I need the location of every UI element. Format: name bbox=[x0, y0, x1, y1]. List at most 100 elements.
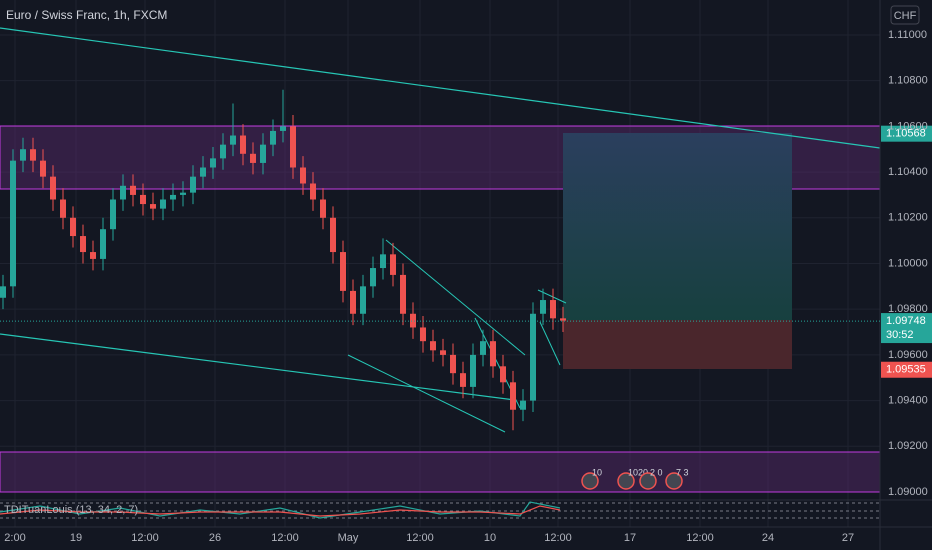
candle-body bbox=[430, 341, 436, 351]
price-tag bbox=[881, 361, 932, 378]
candle-body bbox=[490, 341, 496, 367]
x-tick-label: 12:00 bbox=[271, 532, 299, 544]
candle-body bbox=[40, 160, 46, 177]
y-tick-label: 1.10200 bbox=[888, 212, 928, 224]
candle-body bbox=[220, 144, 226, 159]
candle-body bbox=[450, 354, 456, 374]
candle-body bbox=[240, 135, 246, 154]
event-icon bbox=[639, 472, 657, 490]
candle-body bbox=[160, 199, 166, 209]
candle-body bbox=[340, 252, 346, 291]
x-tick-label: 2:00 bbox=[4, 532, 25, 544]
candle-body bbox=[170, 194, 176, 200]
candle-body bbox=[320, 199, 326, 218]
candle-body bbox=[270, 130, 276, 145]
candle-body bbox=[260, 144, 266, 163]
y-tick-label: 1.09800 bbox=[888, 303, 928, 315]
candle-body bbox=[70, 217, 76, 237]
x-tick-label: 12:00 bbox=[686, 532, 714, 544]
wedge-line bbox=[385, 239, 526, 356]
candle-body bbox=[0, 286, 6, 298]
wedge-line bbox=[347, 354, 506, 433]
x-tick-label: 10 bbox=[484, 532, 496, 544]
candle-body bbox=[80, 236, 86, 253]
candle-body bbox=[330, 217, 336, 253]
candle-body bbox=[510, 382, 516, 410]
y-tick-label: 1.11000 bbox=[888, 29, 927, 41]
event-icon bbox=[581, 472, 599, 490]
trend-line bbox=[0, 333, 516, 401]
price-tag bbox=[881, 125, 932, 142]
y-tick-label: 1.09000 bbox=[888, 486, 928, 498]
candle-body bbox=[120, 185, 126, 200]
candle-body bbox=[90, 252, 96, 259]
x-tick-label: 19 bbox=[70, 532, 82, 544]
event-icon bbox=[665, 472, 683, 490]
y-tick-label: 1.10800 bbox=[888, 75, 928, 87]
candle-body bbox=[60, 199, 66, 218]
candle-body bbox=[150, 204, 156, 209]
support-zone bbox=[0, 451, 881, 493]
y-tick-label: 1.09600 bbox=[888, 349, 928, 361]
y-tick-label: 1.10400 bbox=[888, 166, 928, 178]
candle-body bbox=[290, 126, 296, 168]
x-tick-label: 12:00 bbox=[544, 532, 572, 544]
candle-body bbox=[100, 229, 106, 259]
price-tag-label: 1.09748 bbox=[886, 315, 926, 327]
take-profit-area bbox=[563, 133, 792, 320]
candle-body bbox=[310, 183, 316, 200]
candle-body bbox=[420, 327, 426, 342]
candle-body bbox=[410, 313, 416, 328]
trend-line bbox=[0, 27, 881, 149]
event-icon bbox=[617, 472, 635, 490]
currency-button[interactable] bbox=[890, 5, 920, 25]
x-tick-label: 24 bbox=[762, 532, 774, 544]
candle-body bbox=[400, 274, 406, 314]
x-tick-label: 12:00 bbox=[406, 532, 434, 544]
candle-body bbox=[540, 300, 546, 314]
stop-loss-area bbox=[563, 320, 792, 369]
event-label: 2 0 bbox=[650, 467, 663, 477]
candle-body bbox=[390, 254, 396, 275]
candle-body bbox=[500, 366, 506, 383]
price-tag bbox=[881, 313, 932, 344]
candle-body bbox=[180, 192, 186, 195]
currency-label: CHF bbox=[894, 10, 917, 22]
candle-body bbox=[350, 290, 356, 314]
y-tick-label: 1.10000 bbox=[888, 257, 928, 269]
candle-body bbox=[130, 185, 136, 195]
candle-body bbox=[250, 153, 256, 163]
candle-body bbox=[190, 176, 196, 193]
candle-body bbox=[560, 318, 566, 321]
indicator-line bbox=[0, 505, 561, 517]
x-tick-label: May bbox=[338, 532, 359, 544]
candle-body bbox=[380, 254, 386, 269]
candle-body bbox=[20, 149, 26, 161]
candle-body bbox=[10, 160, 16, 287]
candle-body bbox=[520, 400, 526, 410]
y-tick-label: 1.09400 bbox=[888, 395, 928, 407]
candle-body bbox=[110, 199, 116, 230]
candle-body bbox=[460, 373, 466, 387]
candle-body bbox=[300, 167, 306, 184]
events: 10 1020 2 0 7 3 bbox=[581, 467, 689, 490]
candle-body bbox=[470, 354, 476, 387]
x-tick-label: 27 bbox=[842, 532, 854, 544]
candle-body bbox=[210, 158, 216, 168]
y-tick-label: 1.10600 bbox=[888, 120, 928, 132]
x-tick-label: 26 bbox=[209, 532, 221, 544]
candle-body bbox=[440, 350, 446, 355]
x-tick-label: 12:00 bbox=[131, 532, 159, 544]
countdown: 30:52 bbox=[886, 329, 914, 341]
event-label: 1020 bbox=[628, 467, 648, 477]
symbol-title: Euro / Swiss Franc, 1h, FXCM bbox=[6, 8, 167, 22]
event-label: 10 bbox=[592, 467, 602, 477]
candle-body bbox=[50, 176, 56, 200]
candle-body bbox=[30, 149, 36, 161]
candle-body bbox=[550, 300, 556, 319]
y-tick-label: 1.09200 bbox=[888, 440, 928, 452]
indicator-label: TDITuanLouis (13, 34, 2, 7) bbox=[4, 504, 138, 516]
candle-body bbox=[140, 194, 146, 205]
